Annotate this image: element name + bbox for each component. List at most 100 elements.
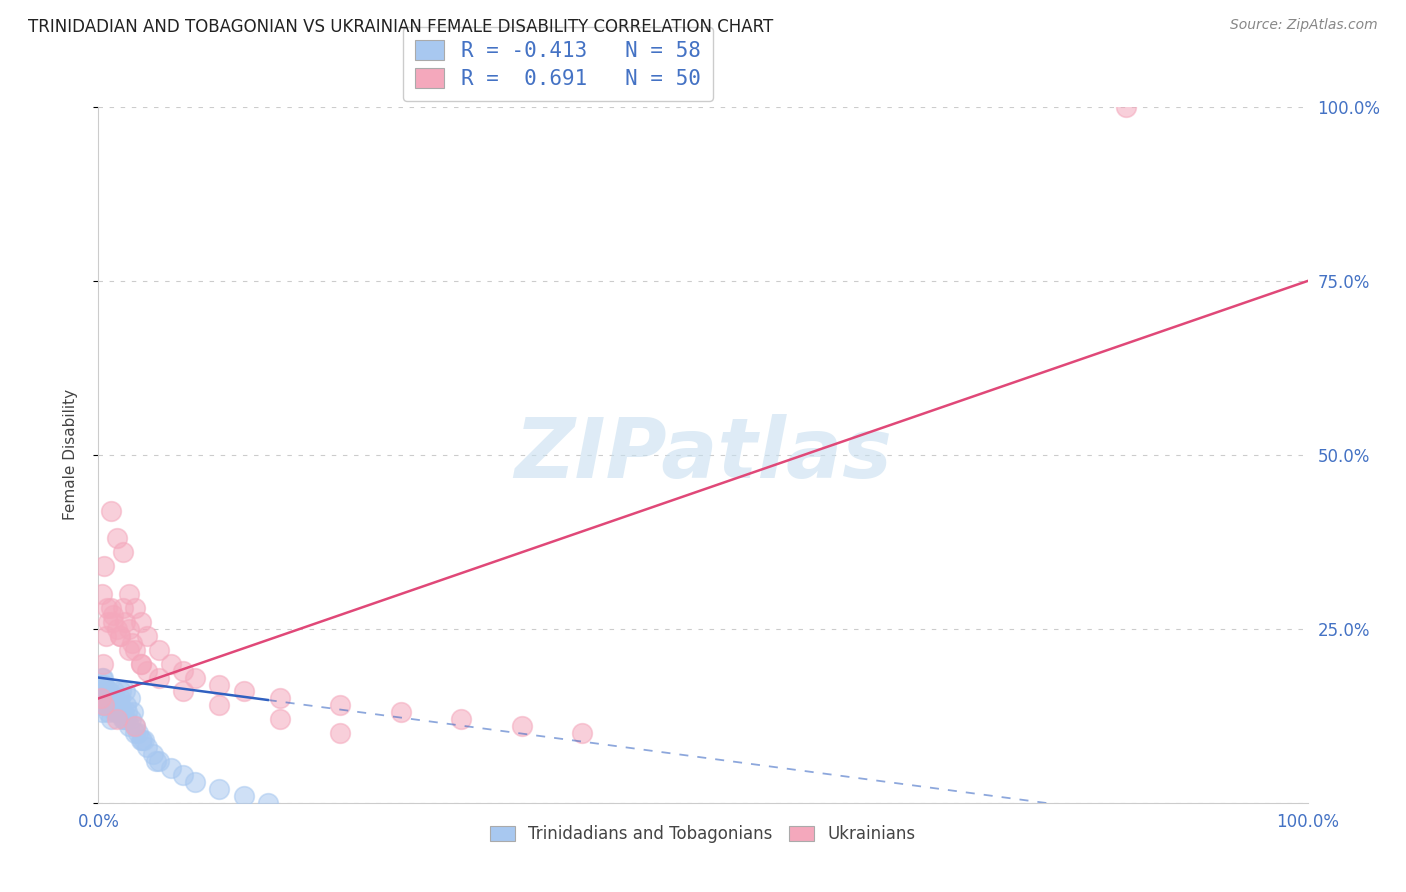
- Point: [148, 754, 170, 768]
- Point: [148, 642, 170, 657]
- Point: [129, 657, 152, 671]
- Point: [103, 691, 125, 706]
- Point: [91, 587, 114, 601]
- Point: [90, 677, 112, 691]
- Point: [105, 532, 128, 546]
- Point: [91, 706, 114, 720]
- Point: [450, 712, 472, 726]
- Point: [111, 712, 134, 726]
- Point: [97, 615, 120, 629]
- Point: [135, 629, 157, 643]
- Point: [100, 601, 122, 615]
- Point: [118, 622, 141, 636]
- Point: [93, 698, 115, 713]
- Point: [94, 684, 117, 698]
- Point: [108, 629, 131, 643]
- Point: [100, 691, 122, 706]
- Point: [131, 733, 153, 747]
- Point: [124, 719, 146, 733]
- Point: [91, 671, 114, 685]
- Point: [108, 698, 131, 713]
- Point: [111, 706, 134, 720]
- Point: [107, 706, 129, 720]
- Point: [124, 726, 146, 740]
- Point: [148, 671, 170, 685]
- Point: [93, 698, 115, 713]
- Point: [117, 706, 139, 720]
- Point: [94, 629, 117, 643]
- Point: [97, 706, 120, 720]
- Point: [389, 706, 412, 720]
- Point: [100, 691, 122, 706]
- Point: [94, 691, 117, 706]
- Point: [208, 698, 231, 713]
- Point: [115, 698, 138, 713]
- Point: [93, 677, 115, 691]
- Point: [124, 601, 146, 615]
- Text: ZIPatlas: ZIPatlas: [515, 415, 891, 495]
- Point: [100, 712, 122, 726]
- Point: [172, 768, 194, 782]
- Point: [1115, 100, 1137, 114]
- Point: [232, 684, 254, 698]
- Point: [208, 677, 231, 691]
- Point: [145, 754, 167, 768]
- Point: [172, 664, 194, 678]
- Point: [184, 671, 207, 685]
- Point: [104, 706, 127, 720]
- Point: [105, 698, 128, 713]
- Point: [571, 726, 593, 740]
- Point: [105, 706, 128, 720]
- Point: [129, 657, 152, 671]
- Point: [120, 712, 142, 726]
- Point: [184, 775, 207, 789]
- Point: [91, 684, 114, 698]
- Point: [101, 615, 124, 629]
- Point: [232, 789, 254, 803]
- Point: [97, 684, 120, 698]
- Point: [103, 684, 125, 698]
- Point: [124, 642, 146, 657]
- Point: [105, 712, 128, 726]
- Point: [124, 719, 146, 733]
- Point: [112, 712, 135, 726]
- Point: [134, 733, 156, 747]
- Point: [111, 601, 134, 615]
- Point: [98, 698, 121, 713]
- Point: [100, 698, 122, 713]
- Text: Source: ZipAtlas.com: Source: ZipAtlas.com: [1230, 18, 1378, 32]
- Point: [98, 684, 121, 698]
- Point: [101, 698, 124, 713]
- Point: [208, 781, 231, 796]
- Point: [114, 615, 136, 629]
- Point: [90, 691, 112, 706]
- Legend: Trinidadians and Tobagonians, Ukrainians: Trinidadians and Tobagonians, Ukrainians: [484, 819, 922, 850]
- Point: [118, 587, 141, 601]
- Point: [127, 726, 149, 740]
- Point: [118, 719, 141, 733]
- Point: [269, 691, 291, 706]
- Point: [90, 698, 112, 713]
- Point: [93, 559, 115, 574]
- Point: [96, 691, 118, 706]
- Point: [118, 642, 141, 657]
- Point: [96, 601, 118, 615]
- Point: [108, 629, 131, 643]
- Point: [108, 691, 131, 706]
- Point: [269, 712, 291, 726]
- Point: [160, 761, 183, 775]
- Point: [135, 740, 157, 755]
- Point: [129, 733, 152, 747]
- Point: [110, 684, 132, 698]
- Point: [115, 712, 138, 726]
- Y-axis label: Female Disability: Female Disability: [63, 389, 77, 521]
- Point: [329, 698, 352, 713]
- Point: [160, 657, 183, 671]
- Text: TRINIDADIAN AND TOBAGONIAN VS UKRAINIAN FEMALE DISABILITY CORRELATION CHART: TRINIDADIAN AND TOBAGONIAN VS UKRAINIAN …: [28, 18, 773, 36]
- Point: [121, 636, 143, 650]
- Point: [91, 657, 114, 671]
- Point: [329, 726, 352, 740]
- Point: [89, 691, 111, 706]
- Point: [510, 719, 533, 733]
- Point: [91, 671, 114, 685]
